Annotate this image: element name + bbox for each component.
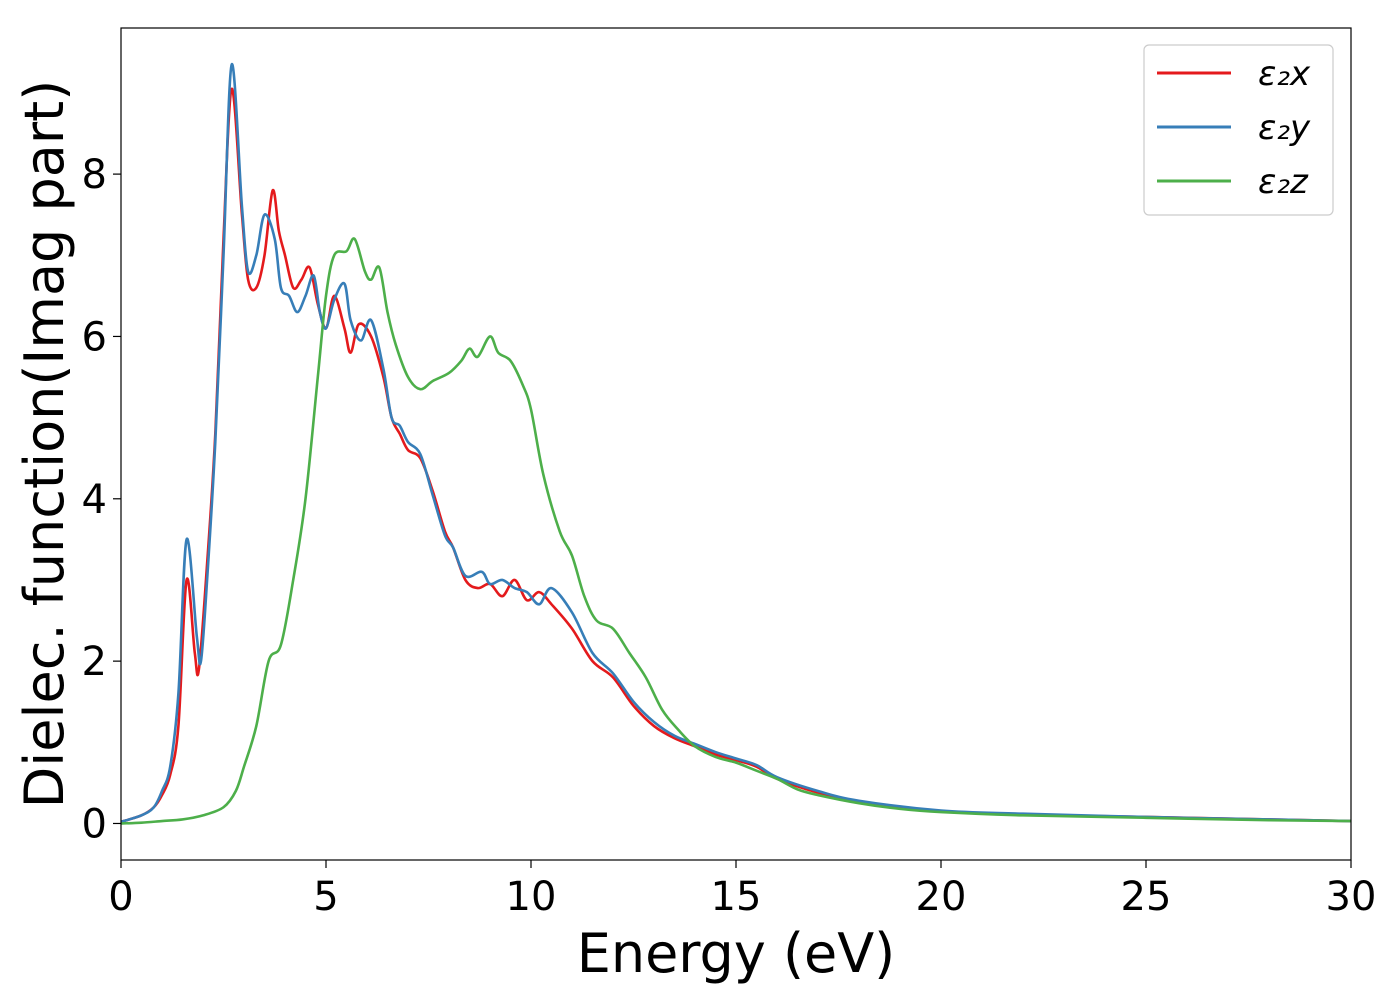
series-line-1: [120, 63, 1352, 824]
y-tick-label: 0: [82, 801, 107, 847]
legend-label-0: ε₂x: [1258, 54, 1311, 94]
series-line-2: [120, 237, 1352, 825]
y-tick-label: 8: [82, 152, 107, 198]
x-tick-label: 0: [108, 874, 133, 920]
x-tick-label: 30: [1326, 874, 1377, 920]
series-group: [120, 63, 1352, 825]
legend: ε₂x ε₂y ε₂z: [1143, 44, 1334, 216]
y-tick-label: 6: [82, 314, 107, 360]
legend-label-1: ε₂y: [1258, 108, 1311, 148]
x-tick-label: 5: [313, 874, 338, 920]
x-tick-label: 10: [506, 874, 557, 920]
y-axis: 0 2 4 6 8: [82, 152, 121, 847]
legend-label-2: ε₂z: [1258, 162, 1309, 202]
y-axis-title: Dielec. function(Imag part): [13, 80, 76, 809]
y-tick-label: 2: [82, 639, 107, 685]
x-tick-label: 20: [916, 874, 967, 920]
y-tick-label: 4: [82, 477, 107, 523]
legend-box: [1143, 44, 1334, 216]
x-tick-label: 15: [711, 874, 762, 920]
x-axis-title: Energy (eV): [577, 922, 896, 985]
x-tick-label: 25: [1121, 874, 1172, 920]
x-axis: 0 5 10 15 20 25 30: [108, 860, 1376, 920]
